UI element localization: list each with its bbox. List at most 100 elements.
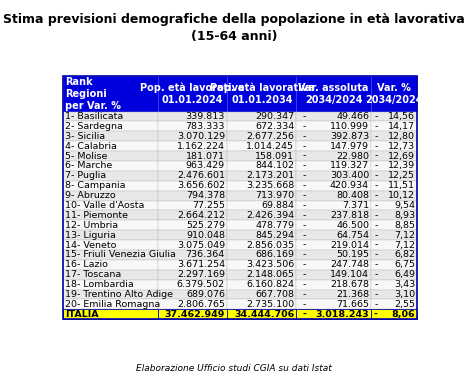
Bar [63,171,158,181]
Bar [227,260,297,270]
Bar [63,230,158,240]
Text: 2.297.169: 2.297.169 [177,270,225,279]
Bar [158,290,227,299]
Text: -: - [374,310,378,319]
Text: 37.462.949: 37.462.949 [165,310,225,319]
Text: 290.347: 290.347 [255,112,294,121]
Text: 12,39: 12,39 [388,162,415,170]
Text: 3.018.243: 3.018.243 [315,310,369,319]
Bar [371,131,417,141]
Text: 963.429: 963.429 [186,162,225,170]
Text: 46.500: 46.500 [336,221,369,230]
Text: 158.091: 158.091 [256,152,294,160]
Bar [227,250,297,260]
Text: -: - [303,201,307,210]
Bar [227,151,297,161]
Text: -: - [374,250,378,260]
Text: 64.754: 64.754 [336,231,369,240]
Bar [297,76,371,112]
Text: -: - [374,300,378,309]
Bar [297,220,371,230]
Text: 672.334: 672.334 [255,122,294,131]
Text: -: - [303,310,307,319]
Bar [63,141,158,151]
Text: 8- Campania: 8- Campania [65,181,125,190]
Text: 12,80: 12,80 [388,132,415,141]
Bar [371,112,417,122]
Text: 2.856.035: 2.856.035 [246,241,294,250]
Bar [371,290,417,299]
Text: -: - [374,260,378,269]
Text: 18- Lombardia: 18- Lombardia [65,280,134,289]
Text: 2.148.065: 2.148.065 [246,270,294,279]
Text: 4- Calabria: 4- Calabria [65,142,117,150]
Bar [297,260,371,270]
Text: Var. %
2034/2024: Var. % 2034/2024 [365,83,423,105]
Text: -: - [374,221,378,230]
Text: 14- Veneto: 14- Veneto [65,241,117,250]
Text: 9- Abruzzo: 9- Abruzzo [65,191,116,200]
Text: -: - [374,162,378,170]
Text: 686.169: 686.169 [256,250,294,260]
Text: 77.255: 77.255 [192,201,225,210]
Text: 20- Emilia Romagna: 20- Emilia Romagna [65,300,160,309]
Bar [371,240,417,250]
Bar [227,171,297,181]
Text: 69.884: 69.884 [261,201,294,210]
Text: 303.400: 303.400 [330,171,369,180]
Text: 736.364: 736.364 [186,250,225,260]
Text: 7,12: 7,12 [394,241,415,250]
Text: 1.014.245: 1.014.245 [246,142,294,150]
Bar [227,191,297,201]
Bar [297,270,371,280]
Bar [158,122,227,131]
Bar [63,240,158,250]
Bar [158,270,227,280]
Text: 17- Toscana: 17- Toscana [65,270,121,279]
Bar [158,299,227,309]
Bar [371,250,417,260]
Text: 7- Puglia: 7- Puglia [65,171,106,180]
Text: -: - [303,122,307,131]
Text: -: - [374,181,378,190]
Bar [63,181,158,191]
Bar [371,201,417,211]
Text: 12,69: 12,69 [388,152,415,160]
Text: 3,43: 3,43 [394,280,415,289]
Text: 49.466: 49.466 [336,112,369,121]
Bar [227,309,297,319]
Text: -: - [374,201,378,210]
Text: 3.423.506: 3.423.506 [246,260,294,269]
Text: 6.379.502: 6.379.502 [177,280,225,289]
Bar [371,181,417,191]
Text: 71.665: 71.665 [336,300,369,309]
Bar [371,122,417,131]
Text: 3.656.602: 3.656.602 [177,181,225,190]
Text: -: - [303,181,307,190]
Text: -: - [303,241,307,250]
Text: 16- Lazio: 16- Lazio [65,260,108,269]
Bar [63,112,158,122]
Text: 844.102: 844.102 [256,162,294,170]
Text: -: - [303,112,307,121]
Text: 22.980: 22.980 [336,152,369,160]
Bar [158,250,227,260]
Text: 80.408: 80.408 [336,191,369,200]
Text: 237.818: 237.818 [330,211,369,220]
Text: 1- Basilicata: 1- Basilicata [65,112,123,121]
Text: 218.678: 218.678 [330,280,369,289]
Bar [158,230,227,240]
Bar [297,280,371,290]
Text: 6,49: 6,49 [394,270,415,279]
Bar [63,290,158,299]
Text: -: - [374,142,378,150]
Bar [227,211,297,220]
Bar [297,181,371,191]
Bar [63,131,158,141]
Text: -: - [303,290,307,299]
Bar [227,161,297,171]
Text: 5- Molise: 5- Molise [65,152,107,160]
Text: 3,10: 3,10 [394,290,415,299]
Bar [63,220,158,230]
Bar [63,122,158,131]
